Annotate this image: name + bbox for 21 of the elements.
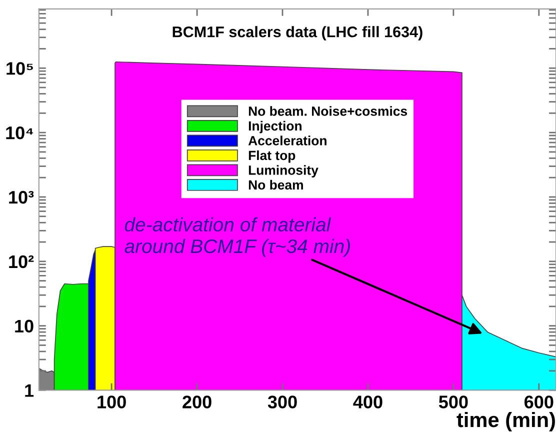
y-tick-label: 10² — [9, 255, 34, 268]
x-tick-label: 400 — [353, 396, 382, 408]
legend-label: Flat top — [248, 150, 296, 163]
x-tick-label: 300 — [268, 396, 297, 408]
y-tick-label: 10⁵ — [6, 62, 33, 75]
legend-label: No beam — [248, 180, 303, 190]
legend-label: No beam. Noise+cosmics — [248, 106, 408, 116]
x-tick-label: 600 — [524, 396, 554, 408]
x-tick-label: 200 — [182, 396, 212, 408]
y-tick-label: 10³ — [9, 190, 34, 204]
legend-label: Luminosity — [248, 165, 318, 178]
x-tick-label: 100 — [98, 396, 126, 408]
y-tick-label: 1 — [25, 384, 34, 397]
text: BCM1F scalers data (LHC fill 1634) — [172, 26, 422, 40]
legend-label: Acceleration — [248, 136, 326, 146]
annotation: de-activation of material around BCM1F (τ~34 min) — [124, 217, 350, 257]
y-tick-label: 10 — [15, 320, 34, 333]
legend-label: Injection — [248, 120, 302, 134]
x-axis-title: time (min) — [456, 412, 555, 432]
x-tick-label: 500 — [438, 396, 468, 408]
y-tick-label: 10⁴ — [6, 126, 34, 140]
